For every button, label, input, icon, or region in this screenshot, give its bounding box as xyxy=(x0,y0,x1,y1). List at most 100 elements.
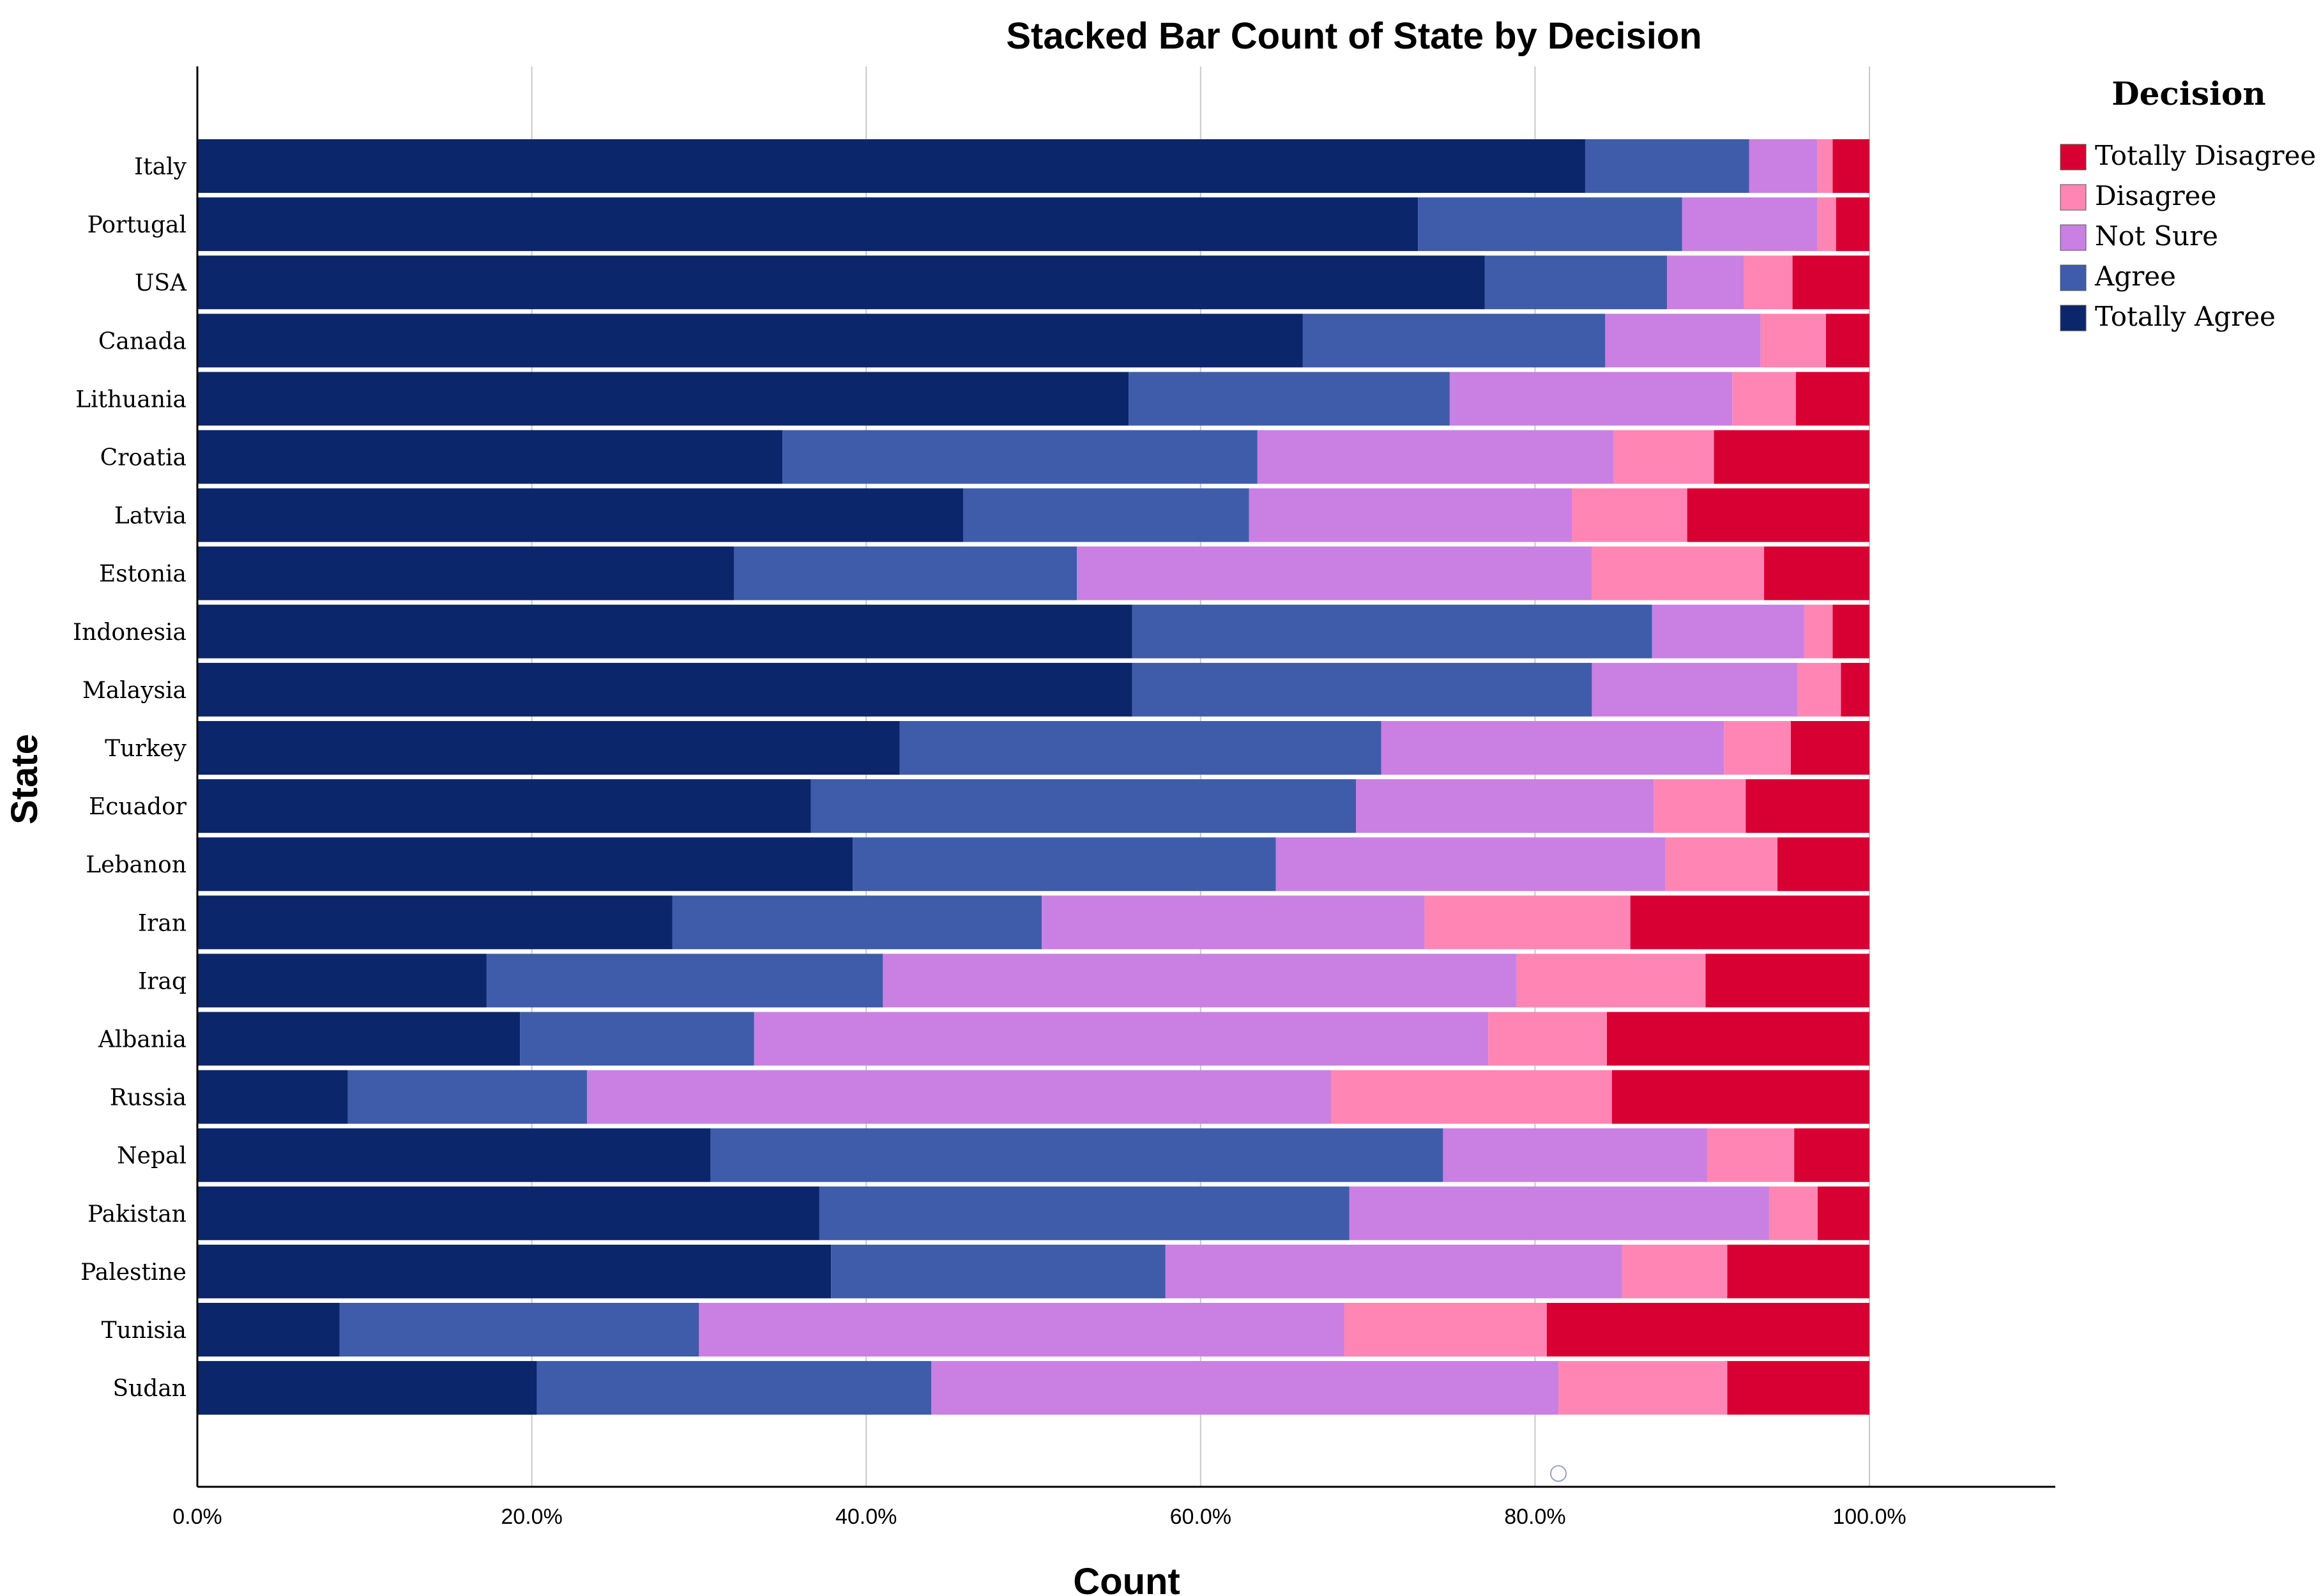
bar-segment xyxy=(1275,837,1666,892)
bar-segment xyxy=(1042,895,1425,950)
bar-segment xyxy=(1746,779,1869,833)
bar-segment xyxy=(1654,779,1746,833)
bar-segment xyxy=(853,837,1276,892)
bar-segment xyxy=(1606,1012,1869,1066)
bar-segment xyxy=(1652,604,1804,658)
bar-segment xyxy=(1825,314,1869,368)
bar-segment xyxy=(819,1186,1350,1240)
bar-segment xyxy=(782,430,1258,484)
bar-segment xyxy=(536,1361,932,1415)
bar-segment xyxy=(1488,1012,1607,1066)
bar-segment xyxy=(197,488,964,542)
x-tick-labels: 0.0% 20.0% 40.0% 60.0% 80.0% 100.0% xyxy=(172,1505,1906,1529)
legend: Decision Totally Disagree Disagree Not Sur… xyxy=(2060,75,2316,332)
bar-segment xyxy=(197,372,1129,426)
legend-label: Disagree xyxy=(2095,180,2216,211)
y-tick-label: Palestine xyxy=(80,1259,186,1286)
bar-segment xyxy=(197,1128,711,1182)
bar-segment xyxy=(197,255,1485,310)
bars xyxy=(197,139,1869,1415)
x-tick-label: 20.0% xyxy=(501,1505,562,1529)
bar-segment xyxy=(1132,604,1652,658)
bar-segment xyxy=(1516,954,1706,1008)
bar-segment xyxy=(963,488,1249,542)
bar-segment xyxy=(810,779,1357,833)
bar-segment xyxy=(1665,837,1778,892)
bar-segment xyxy=(1832,604,1869,658)
bar-segment xyxy=(1817,139,1833,193)
bar-segment xyxy=(1836,197,1869,252)
bar-segment xyxy=(1832,139,1869,193)
bar-segment xyxy=(1790,721,1869,775)
y-tick-label: Croatia xyxy=(100,445,186,471)
bar-segment xyxy=(197,197,1419,252)
bar-segment xyxy=(1804,604,1833,658)
bar-segment xyxy=(699,1303,1344,1357)
bar-segment xyxy=(1707,1128,1795,1182)
bar-segment xyxy=(1797,662,1841,717)
chart-title: Stacked Bar Count of State by Decision xyxy=(1006,15,1701,57)
bar-segment xyxy=(197,954,487,1008)
bar-segment xyxy=(1077,546,1592,600)
bar-segment xyxy=(197,1186,819,1240)
bar-segment xyxy=(1613,430,1714,484)
bar-segment xyxy=(1449,372,1733,426)
bar-segment xyxy=(1777,837,1869,892)
bar-segment xyxy=(1764,546,1869,600)
bar-segment xyxy=(520,1012,754,1066)
bar-segment xyxy=(197,895,673,950)
bar-segment xyxy=(899,721,1381,775)
bar-segment xyxy=(1795,372,1869,426)
bar-segment xyxy=(1744,255,1793,310)
bar-segment xyxy=(1381,721,1724,775)
bar-segment xyxy=(197,139,1585,193)
legend-swatch xyxy=(2060,305,2087,331)
legend-label: Totally Disagree xyxy=(2095,140,2316,171)
bar-segment xyxy=(197,837,853,892)
bar-segment xyxy=(1817,197,1836,252)
bar-segment xyxy=(197,779,811,833)
x-tick-label: 100.0% xyxy=(1832,1505,1906,1529)
bar-segment xyxy=(1129,372,1450,426)
bar-segment xyxy=(197,662,1132,717)
bar-segment xyxy=(1249,488,1572,542)
bar-segment xyxy=(1727,1361,1869,1415)
bar-segment xyxy=(1592,662,1798,717)
bar-segment xyxy=(1418,197,1682,252)
bar-segment xyxy=(1792,255,1869,310)
x-tick-label: 0.0% xyxy=(172,1505,222,1529)
x-tick-label: 60.0% xyxy=(1170,1505,1231,1529)
bar-segment xyxy=(1585,139,1749,193)
y-tick-label: Tunisia xyxy=(102,1318,186,1344)
bar-segment xyxy=(1349,1186,1769,1240)
bar-segment xyxy=(1667,255,1744,310)
bar-segment xyxy=(1302,314,1606,368)
bar-segment xyxy=(1705,954,1869,1008)
y-tick-label: Iraq xyxy=(138,968,186,994)
bar-segment xyxy=(1817,1186,1869,1240)
axes xyxy=(196,66,2055,1488)
outlier-marker: ○ xyxy=(1549,1459,1568,1485)
y-tick-labels: Italy Portugal USA Canada Lithuania Croatia La… xyxy=(73,154,187,1402)
x-tick-label: 80.0% xyxy=(1504,1505,1565,1529)
bar-segment xyxy=(197,1303,340,1357)
bar-segment xyxy=(1443,1128,1708,1182)
y-tick-label: Iran xyxy=(138,910,186,936)
bar-segment xyxy=(1841,662,1869,717)
y-tick-label: Russia xyxy=(110,1085,186,1111)
bar-segment xyxy=(1611,1070,1869,1124)
bar-segment xyxy=(197,1070,348,1124)
bar-segment xyxy=(486,954,883,1008)
y-tick-label: Sudan xyxy=(112,1376,186,1402)
bar-segment xyxy=(710,1128,1443,1182)
y-tick-label: Estonia xyxy=(99,561,186,588)
bar-segment xyxy=(1794,1128,1869,1182)
bar-segment xyxy=(1165,1244,1622,1298)
bar-segment xyxy=(1546,1303,1869,1357)
bar-segment xyxy=(197,604,1132,658)
bar-segment xyxy=(1682,197,1818,252)
bar-segment xyxy=(1356,779,1654,833)
bar-segment xyxy=(1605,314,1761,368)
